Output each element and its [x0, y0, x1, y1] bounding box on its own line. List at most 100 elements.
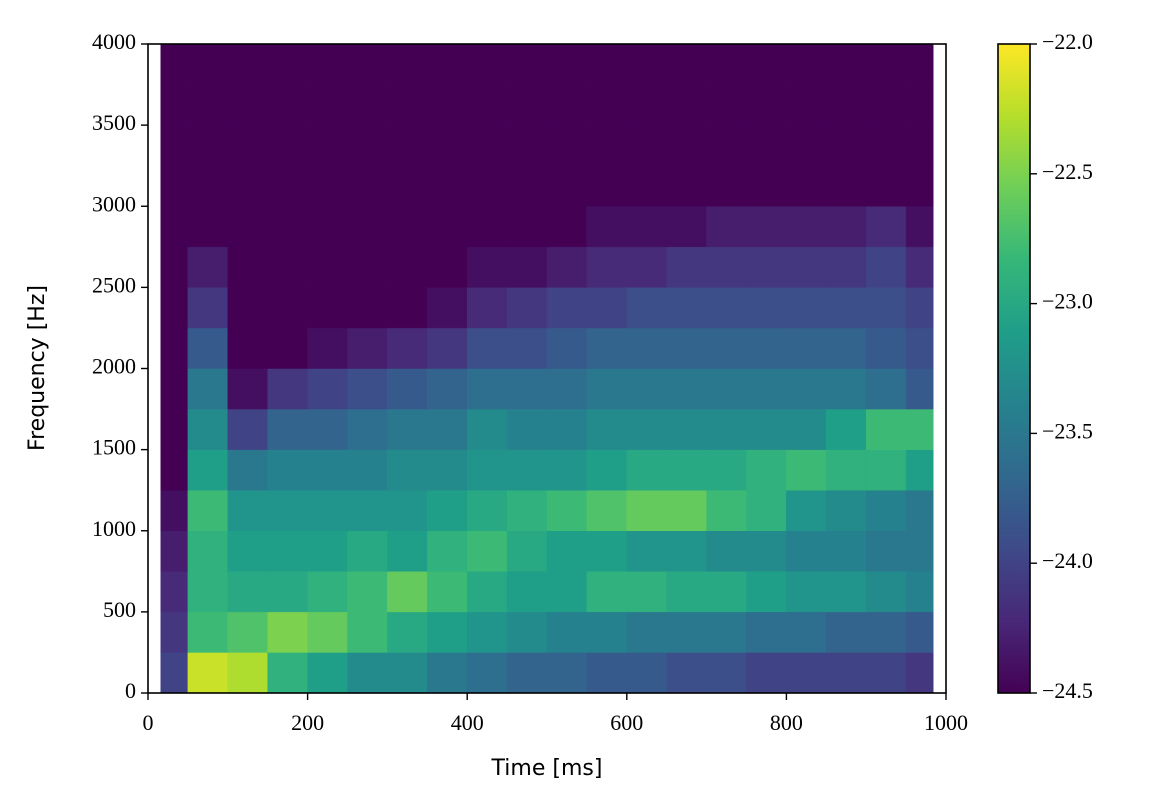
heatmap-cell — [506, 530, 548, 572]
colorbar — [997, 43, 1031, 694]
heatmap-cell — [347, 530, 388, 572]
heatmap-cell — [905, 408, 934, 450]
heatmap-cell — [826, 530, 867, 572]
heatmap-cell — [786, 246, 827, 288]
heatmap-cell — [546, 571, 588, 613]
heatmap-cell — [267, 206, 308, 248]
heatmap-cell — [786, 84, 827, 126]
heatmap-cell — [267, 368, 308, 410]
heatmap-cell — [227, 530, 268, 572]
heatmap-cell — [187, 408, 229, 450]
heatmap-cell — [905, 84, 934, 126]
heatmap-cell — [905, 246, 934, 288]
heatmap-cell — [546, 368, 588, 410]
heatmap-cell — [227, 408, 268, 450]
heatmap-cell — [187, 368, 229, 410]
heatmap-cell — [427, 327, 468, 369]
heatmap-cell — [427, 571, 468, 613]
heatmap-cell — [227, 571, 268, 613]
heatmap-cell — [347, 571, 388, 613]
heatmap-cell — [506, 571, 548, 613]
heatmap-cell — [427, 165, 468, 207]
heatmap-cell — [826, 206, 867, 248]
heatmap-cell — [865, 652, 907, 694]
heatmap-cell — [586, 489, 628, 531]
heatmap-cell — [347, 652, 388, 694]
heatmap-cell — [666, 368, 707, 410]
heatmap-cell — [786, 287, 827, 329]
y-tick-label: 0 — [125, 678, 136, 703]
heatmap-cell — [746, 327, 787, 369]
heatmap-cell — [307, 489, 348, 531]
heatmap-cell — [387, 287, 428, 329]
heatmap-cell — [666, 43, 707, 85]
heatmap-cell — [905, 611, 934, 653]
heatmap-cell — [546, 206, 588, 248]
x-tick-label: 0 — [143, 710, 154, 735]
heatmap-cell — [706, 206, 747, 248]
heatmap-cell — [826, 571, 867, 613]
heatmap-cell — [786, 652, 827, 694]
heatmap-cell — [187, 165, 229, 207]
heatmap-cell — [746, 246, 787, 288]
heatmap-cell — [626, 530, 667, 572]
heatmap-cell — [666, 571, 707, 613]
heatmap-cell — [905, 43, 934, 85]
heatmap-cell — [626, 43, 667, 85]
heatmap-cell — [267, 246, 308, 288]
heatmap-cell — [506, 327, 548, 369]
heatmap-cell — [826, 165, 867, 207]
heatmap-cell — [546, 652, 588, 694]
heatmap-cell — [160, 652, 189, 694]
heatmap-cell — [160, 43, 189, 85]
y-tick-label: 1500 — [92, 435, 136, 460]
heatmap-cell — [187, 489, 229, 531]
heatmap-cell — [506, 408, 548, 450]
heatmap-cell — [387, 571, 428, 613]
heatmap-cell — [427, 206, 468, 248]
heatmap-cell — [826, 246, 867, 288]
heatmap-cell — [347, 165, 388, 207]
heatmap-cell — [626, 165, 667, 207]
heatmap-cell — [160, 571, 189, 613]
heatmap-cell — [626, 489, 667, 531]
heatmap-cell — [466, 124, 508, 166]
heatmap-cell — [187, 327, 229, 369]
y-tick-label: 500 — [103, 597, 136, 622]
heatmap-cell — [586, 571, 628, 613]
heatmap-cell — [826, 368, 867, 410]
heatmap-cell — [546, 611, 588, 653]
heatmap-cell — [387, 327, 428, 369]
heatmap-cell — [466, 611, 508, 653]
heatmap-cell — [546, 246, 588, 288]
heatmap-cell — [626, 408, 667, 450]
heatmap-cell — [347, 206, 388, 248]
heatmap-cell — [427, 246, 468, 288]
heatmap-cell — [746, 165, 787, 207]
heatmap-cell — [160, 530, 189, 572]
heatmap-cell — [826, 489, 867, 531]
heatmap-cell — [586, 246, 628, 288]
heatmap-cell — [666, 327, 707, 369]
heatmap-cell — [586, 368, 628, 410]
heatmap-cell — [626, 246, 667, 288]
heatmap-cell — [826, 408, 867, 450]
heatmap-cell — [865, 408, 907, 450]
heatmap-cell — [267, 287, 308, 329]
heatmap-cell — [387, 449, 428, 491]
heatmap-cell — [466, 43, 508, 85]
heatmap-cell — [905, 489, 934, 531]
heatmap-cell — [586, 652, 628, 694]
heatmap-cell — [427, 43, 468, 85]
heatmap-cell — [865, 611, 907, 653]
heatmap-cell — [227, 84, 268, 126]
heatmap-cell — [666, 652, 707, 694]
heatmap-cell — [387, 408, 428, 450]
heatmap-cell — [586, 408, 628, 450]
heatmap-cell — [586, 530, 628, 572]
heatmap-cell — [865, 449, 907, 491]
heatmap-cell — [546, 449, 588, 491]
heatmap-cell — [905, 368, 934, 410]
heatmap-cell — [626, 611, 667, 653]
heatmap-cell — [307, 652, 348, 694]
